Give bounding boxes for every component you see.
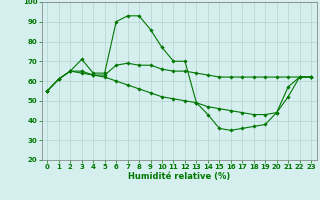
X-axis label: Humidité relative (%): Humidité relative (%) <box>128 172 230 181</box>
